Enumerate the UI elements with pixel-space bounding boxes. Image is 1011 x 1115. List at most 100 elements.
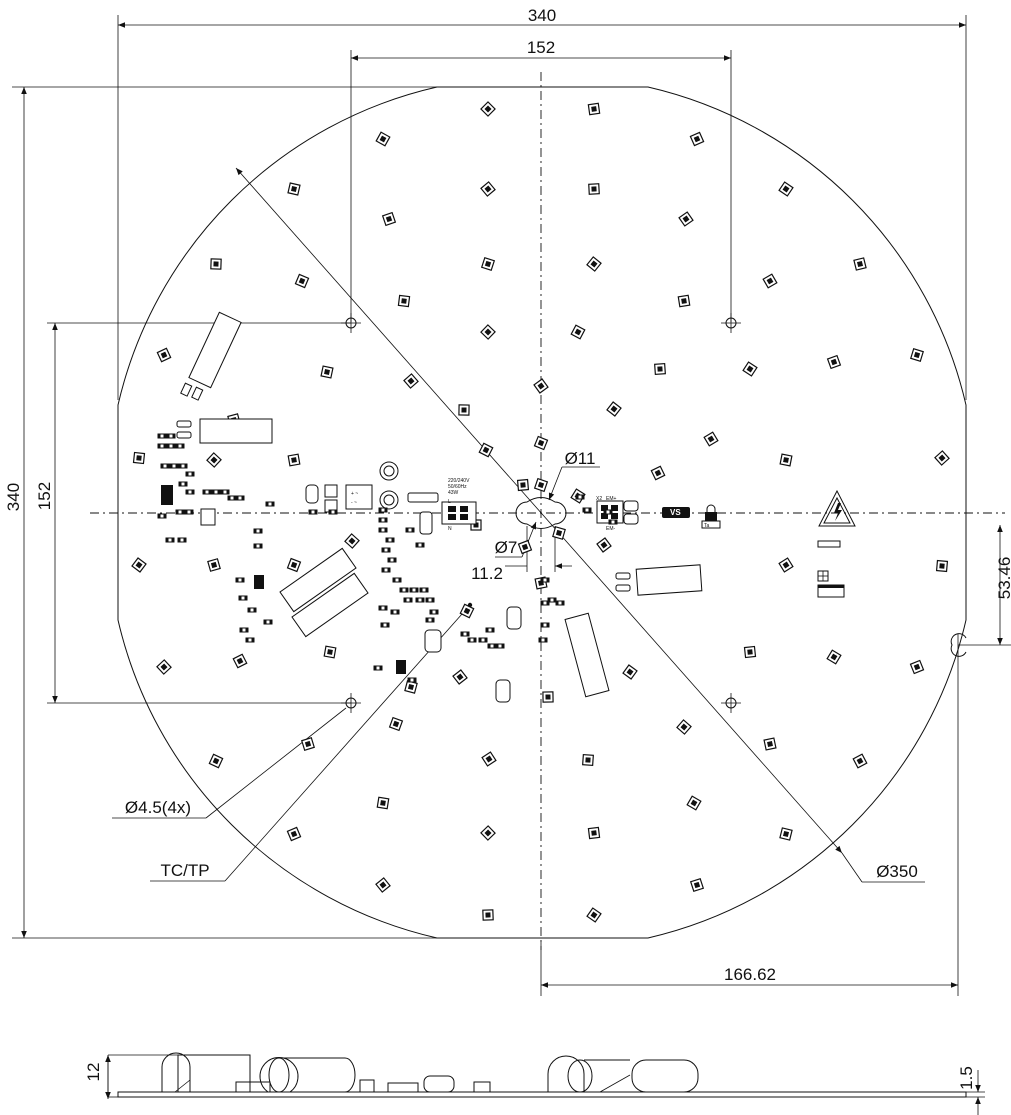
dim-top-width: 340 (117, 6, 967, 400)
led-chip (533, 435, 549, 451)
capacitor-large (615, 564, 703, 596)
marking-labels (817, 540, 845, 598)
led-chip (294, 273, 310, 289)
smd-component (380, 622, 390, 628)
smd-component (415, 542, 425, 548)
led-chip (403, 373, 419, 389)
dim-left-hole-spacing: 152 (35, 322, 351, 704)
led-chip (650, 465, 666, 481)
led-chip (381, 211, 397, 227)
smd-component (235, 495, 245, 501)
led-chip (480, 181, 496, 197)
svg-text:X2: X2 (596, 496, 602, 502)
smd-component (378, 517, 388, 523)
led-chip (934, 450, 950, 466)
led-chip (404, 680, 418, 694)
warning-triangle-icon (818, 489, 856, 527)
led-chip (375, 131, 391, 147)
smd-component (381, 567, 391, 573)
svg-text:220/240V: 220/240V (448, 478, 470, 484)
led-chip (762, 273, 778, 289)
capacitor-leads (180, 382, 204, 401)
led-chip (778, 557, 794, 573)
diameter-line (235, 167, 925, 883)
led-chip (375, 877, 391, 893)
led-chip (742, 361, 758, 377)
callout-holes: Ø4.5(4x) (112, 707, 347, 819)
led-chip (481, 751, 497, 767)
led-chip (570, 324, 586, 340)
smd-component (419, 587, 429, 593)
smd-component (238, 595, 248, 601)
dim-side-height-label: 12 (84, 1063, 103, 1082)
led-chip (778, 181, 794, 197)
led-chip (826, 354, 842, 370)
terminal-block (441, 501, 477, 525)
smd-component (378, 507, 388, 513)
smd-component (169, 463, 179, 469)
side-view: 12 1.5 (84, 1052, 985, 1115)
led-chip (587, 826, 601, 840)
smd-component (547, 597, 557, 603)
led-chip (686, 795, 702, 811)
led-chip (689, 131, 705, 147)
smd-component (540, 622, 550, 628)
smd-component (157, 433, 167, 439)
smd-component (415, 597, 425, 603)
smd-component (373, 665, 383, 671)
smd-component (555, 600, 565, 606)
smd-component (166, 443, 176, 449)
smd-component (177, 537, 187, 543)
led-chip (208, 753, 224, 769)
bridge-rectifier: + ~ - ~ (345, 484, 373, 510)
led-chip (588, 183, 600, 195)
led-chip (533, 378, 549, 394)
led-chip (654, 363, 666, 375)
smd-component (378, 605, 388, 611)
callout-holes-label: Ø4.5(4x) (125, 798, 191, 817)
led-chip (232, 653, 248, 669)
capacitor (305, 484, 639, 703)
capacitor-large (188, 311, 242, 389)
dim-center-hole-label: Ø11 (565, 449, 596, 468)
smd-component (165, 537, 175, 543)
svg-text:EM+: EM+ (606, 496, 617, 502)
smd-component (211, 489, 221, 495)
callout-tc-tp-label: TC/TP (160, 861, 209, 880)
smd-component (160, 463, 170, 469)
smd-component (265, 501, 275, 507)
mounting-hole (721, 313, 741, 333)
led-chip (482, 909, 494, 921)
smd-component (263, 619, 273, 625)
led-chip (689, 877, 705, 893)
smd-component (407, 677, 417, 683)
led-chip (458, 404, 470, 416)
led-chip (853, 257, 867, 271)
led-chip (517, 539, 533, 555)
smd-component (603, 509, 613, 515)
smd-component (166, 433, 176, 439)
led-chip (478, 442, 494, 458)
led-chip (132, 451, 146, 465)
smd-component (409, 587, 419, 593)
smd-component (157, 443, 167, 449)
mounting-hole (341, 693, 361, 713)
led-chip (207, 558, 221, 572)
led-chip (156, 347, 172, 363)
dim-top-hole-spacing: 152 (350, 38, 732, 322)
led-chip (480, 825, 496, 841)
smd-component (487, 643, 497, 649)
smd-component (328, 509, 338, 515)
dim-bottom-offset-label: 166.62 (724, 965, 776, 984)
svg-text:EM-: EM- (606, 526, 616, 532)
smd-component (429, 609, 439, 615)
center-lines (90, 72, 1005, 950)
smd-component (202, 489, 212, 495)
led-array (131, 101, 950, 923)
pcb-rating-text: 220/240V 50/60Hz 43W L N X2 EM+ EM- Ta (448, 478, 710, 532)
led-chip (678, 211, 694, 227)
smd-component (425, 597, 435, 603)
led-chip (606, 401, 622, 417)
led-chip (586, 256, 602, 272)
